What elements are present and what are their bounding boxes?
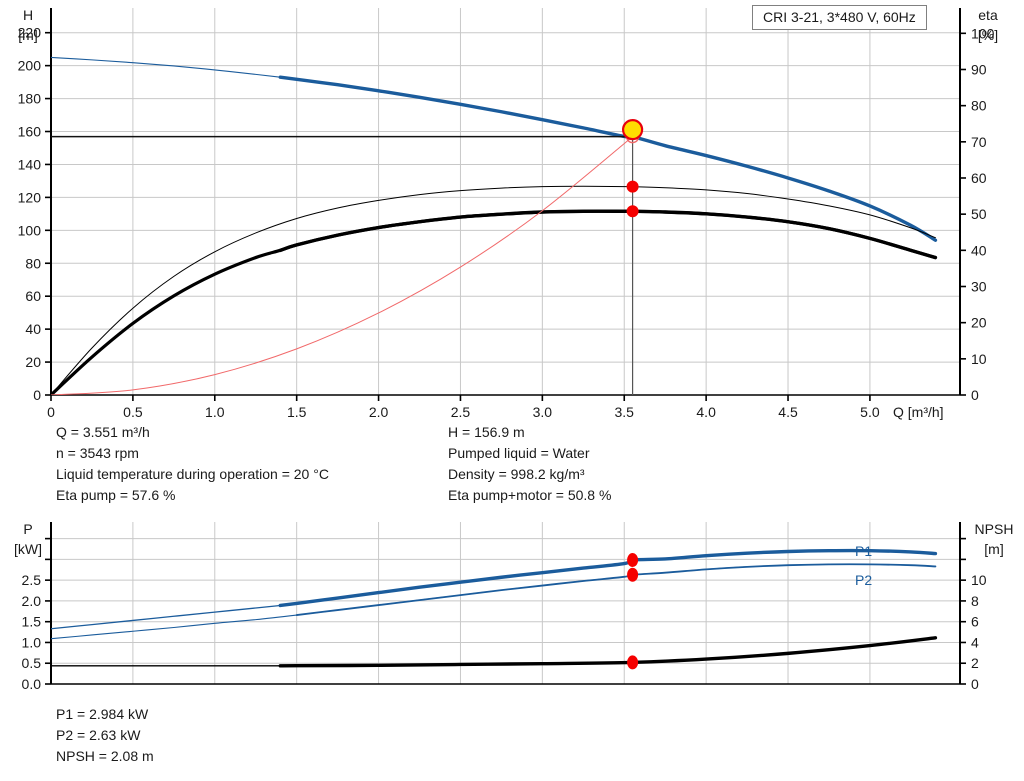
- y-tick-label-right: 2: [971, 655, 979, 671]
- y-tick-label-right: 30: [971, 278, 987, 294]
- y-tick-label-left: 0: [33, 387, 41, 403]
- y-tick-label-left: 0.5: [22, 655, 42, 671]
- y-tick-label-left: 200: [18, 58, 42, 74]
- marker-dot: [627, 553, 639, 568]
- y-tick-label-left: 220: [18, 25, 42, 41]
- curve-thick-npsh: [278, 636, 938, 668]
- info-bottom-line-0: P1 = 2.984 kW: [56, 706, 149, 722]
- y-tick-label-right: 40: [971, 242, 987, 258]
- curve-system-duty-curve: [51, 136, 634, 395]
- info-left-line-0: Q = 3.551 m³/h: [56, 424, 150, 440]
- info-bottom-line-1: P2 = 2.63 kW: [56, 727, 141, 743]
- y-tick-label-left: 0.0: [22, 676, 42, 692]
- y-axis-right-name: eta: [978, 7, 998, 23]
- y-tick-label-right: 8: [971, 593, 979, 609]
- y-tick-label-left: 140: [18, 156, 42, 172]
- info-left-line-2: Liquid temperature during operation = 20…: [56, 466, 329, 482]
- y-axis-left-unit: [m]: [18, 27, 37, 43]
- curve-thick-eta-pump-motor: [278, 209, 938, 260]
- y-tick-label-right: 80: [971, 98, 987, 114]
- y-tick-label-right: 6: [971, 614, 979, 630]
- marker-dot: [627, 567, 639, 582]
- x-tick-label: 1.0: [205, 404, 225, 420]
- info-left-line-1: n = 3543 rpm: [56, 445, 139, 461]
- y-tick-label-left: 40: [25, 321, 41, 337]
- y-tick-label-left: 60: [25, 288, 41, 304]
- y-tick-label-right: 20: [971, 315, 987, 331]
- info-right-line-2: Density = 998.2 kg/m³: [448, 466, 585, 482]
- y-tick-label-right: 50: [971, 206, 987, 222]
- y-axis-left-name: P: [23, 521, 32, 537]
- curve-p2: [51, 563, 936, 640]
- curve-eta-pump: [51, 185, 936, 395]
- y-tick-label-right: 4: [971, 634, 979, 650]
- info-block-right: H = 156.9 m Pumped liquid = Water Density …: [448, 422, 611, 506]
- y-axis-right-unit: [%]: [978, 27, 998, 43]
- y-tick-label-left: 2.0: [22, 593, 42, 609]
- info-right-line-0: H = 156.9 m: [448, 424, 525, 440]
- bottom-chart-group: 0.0 0.5 1.0 1.5 2.0 2.5 0 2 4 6 8 10 P [kW] NPSH [m] P1 P…: [14, 521, 1013, 692]
- marker-dot: [626, 180, 639, 193]
- y-axis-left-name: H: [23, 7, 33, 23]
- x-tick-label: 3.5: [615, 404, 635, 420]
- y-tick-label-left: 160: [18, 124, 42, 140]
- y-tick-label-left: 2.5: [22, 572, 42, 588]
- y-tick-label-left: 1.5: [22, 614, 42, 630]
- info-block-bottom: P1 = 2.984 kW P2 = 2.63 kW NPSH = 2.08 m: [56, 704, 154, 767]
- curve-label-p1: P1: [855, 543, 872, 559]
- y-tick-label-right: 90: [971, 61, 987, 77]
- duty-point-marker[interactable]: [621, 119, 644, 141]
- y-tick-label-left: 80: [25, 255, 41, 271]
- y-tick-label-right: 60: [971, 170, 987, 186]
- marker-dot: [626, 205, 639, 218]
- x-tick-label: 2.0: [369, 404, 389, 420]
- y-tick-label-left: 20: [25, 354, 41, 370]
- y-tick-label-right: 100: [971, 25, 995, 41]
- x-tick-label: 0: [47, 404, 55, 420]
- x-tick-label: 5.0: [860, 404, 880, 420]
- y-tick-label-right: 10: [971, 351, 987, 367]
- info-left-line-3: Eta pump = 57.6 %: [56, 487, 176, 503]
- curve-thick-p1: [278, 548, 938, 608]
- y-tick-label-left: 180: [18, 91, 42, 107]
- x-axis-label: Q [m³/h]: [893, 404, 944, 420]
- info-bottom-line-2: NPSH = 2.08 m: [56, 748, 154, 764]
- top-chart-group: 0 20 40 60 80 100 120 140 160 180 200 220 0 10 20 30 40 5…: [18, 7, 998, 420]
- y-tick-label-left: 1.0: [22, 634, 42, 650]
- y-tick-label-right: 10: [971, 572, 987, 588]
- power-npsh-chart: 0.0 0.5 1.0 1.5 2.0 2.5 0 2 4 6 8 10 P [kW] NPSH [m] P1 P…: [14, 521, 1013, 692]
- y-tick-label-left: 120: [18, 189, 42, 205]
- y-tick-label-right: 0: [971, 387, 979, 403]
- info-right-line-3: Eta pump+motor = 50.8 %: [448, 487, 612, 503]
- curve-eta-pump-motor: [51, 209, 938, 395]
- x-tick-label: 1.5: [287, 404, 307, 420]
- x-tick-label: 4.5: [778, 404, 798, 420]
- y-axis-left-unit: [kW]: [14, 541, 42, 557]
- marker-dot: [627, 655, 639, 670]
- curve-p1: [51, 549, 937, 630]
- y-tick-label-right: 0: [971, 676, 979, 692]
- info-right-line-1: Pumped liquid = Water: [448, 445, 590, 461]
- y-tick-label-left: 100: [18, 222, 42, 238]
- y-tick-label-right: 70: [971, 134, 987, 150]
- curve-label-p2: P2: [855, 572, 872, 588]
- chart-title-box: CRI 3-21, 3*480 V, 60Hz: [752, 5, 927, 30]
- head-efficiency-chart: 0 20 40 60 80 100 120 140 160 180 200 220 0 10 20 30 40 5…: [18, 7, 998, 420]
- x-tick-label: 4.0: [696, 404, 716, 420]
- y-axis-right-unit: [m]: [984, 541, 1003, 557]
- x-tick-label: 3.0: [533, 404, 553, 420]
- y-axis-right-name: NPSH: [975, 521, 1014, 537]
- x-tick-label: 0.5: [123, 404, 143, 420]
- info-block-left: Q = 3.551 m³/h n = 3543 rpm Liquid tempera…: [56, 422, 329, 506]
- x-tick-label: 2.5: [451, 404, 471, 420]
- curve-h-curve-head-: [51, 56, 936, 241]
